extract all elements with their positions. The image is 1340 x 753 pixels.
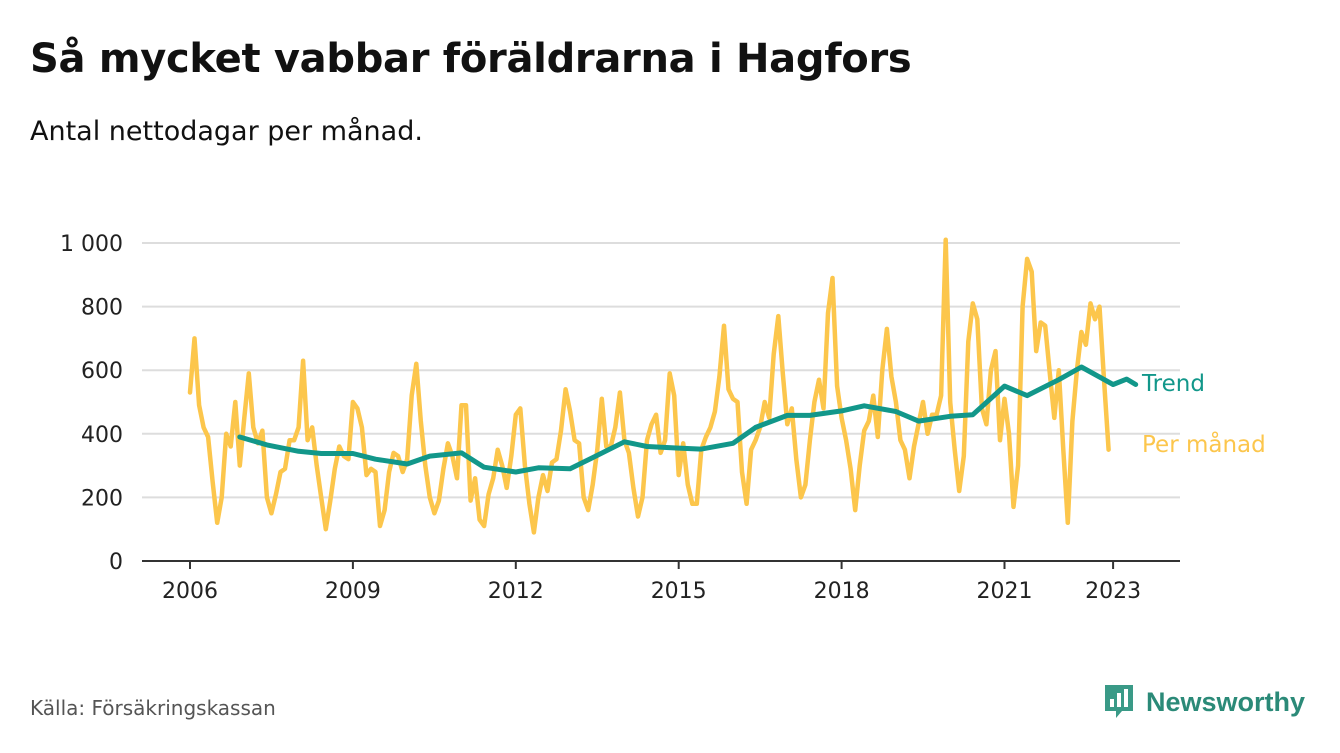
y-tick-label: 800 [81,296,123,321]
brand: Newsworthy [1102,683,1305,721]
x-tick-label: 2018 [814,579,870,604]
chart-subtitle: Antal nettodagar per månad. [30,116,423,147]
y-axis-ticks: 0 200 400 600 800 1 000 [60,232,123,575]
newsworthy-logo-icon [1105,685,1133,718]
x-tick-label: 2015 [651,579,707,604]
x-tick-label: 2009 [325,579,381,604]
x-tick-label: 2006 [162,579,218,604]
y-tick-label: 200 [81,486,123,511]
x-tick-label: 2021 [977,579,1033,604]
source-note: Källa: Försäkringskassan [30,696,276,720]
chart-title: Så mycket vabbar föräldrarna i Hagfors [30,36,912,82]
brand-name: Newsworthy [1146,686,1306,717]
trend-series-line [237,364,1139,475]
x-tick-label: 2023 [1085,579,1141,604]
x-tick-label: 2012 [488,579,544,604]
monthly-series-line [187,237,1111,535]
trend-series-label: Trend [1141,371,1205,397]
y-tick-label: 400 [81,423,123,448]
y-tick-label: 1 000 [60,232,123,257]
y-tick-label: 0 [109,550,123,575]
monthly-series-label: Per månad [1142,430,1266,458]
y-tick-label: 600 [81,359,123,384]
x-axis-ticks: 2006 2009 2012 2015 2018 2021 2023 [162,561,1141,604]
